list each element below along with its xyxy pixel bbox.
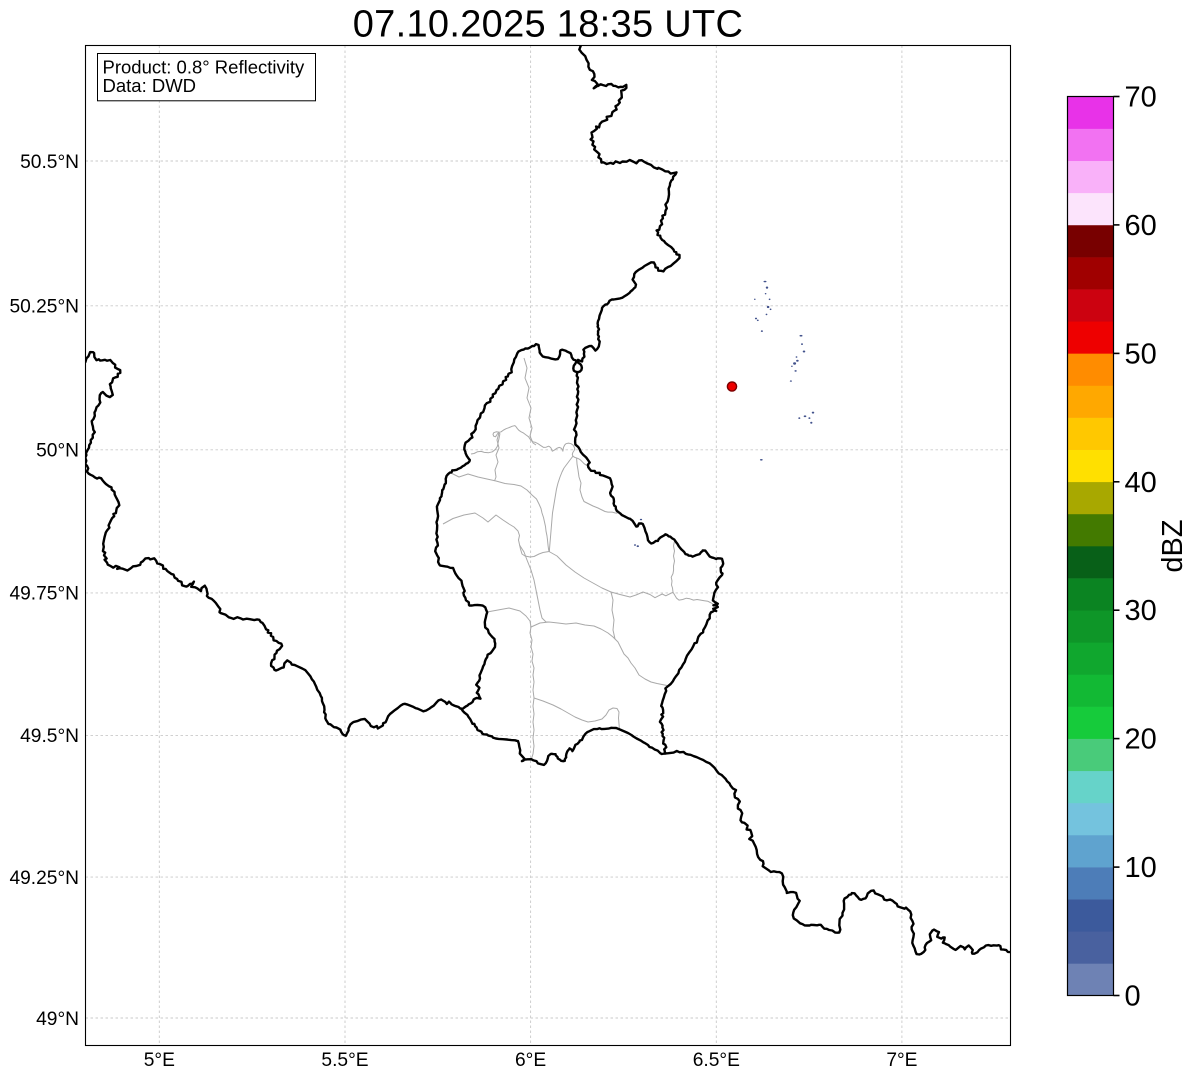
svg-text:50: 50	[1125, 338, 1157, 370]
svg-text:6.5°E: 6.5°E	[693, 1050, 740, 1071]
svg-text:20: 20	[1125, 724, 1157, 756]
svg-text:50°N: 50°N	[36, 441, 79, 462]
svg-text:7°E: 7°E	[886, 1050, 917, 1071]
svg-text:30: 30	[1125, 595, 1157, 627]
svg-text:6°E: 6°E	[515, 1050, 546, 1071]
svg-text:0: 0	[1125, 981, 1141, 1013]
svg-text:Product: 0.8° Reflectivity: Product: 0.8° Reflectivity	[103, 56, 305, 77]
svg-text:50.25°N: 50.25°N	[9, 297, 79, 318]
svg-text:49.5°N: 49.5°N	[20, 726, 79, 747]
svg-text:5.5°E: 5.5°E	[321, 1050, 368, 1071]
svg-text:70: 70	[1125, 82, 1157, 114]
svg-text:10: 10	[1125, 852, 1157, 884]
svg-text:49.75°N: 49.75°N	[9, 584, 79, 605]
svg-text:60: 60	[1125, 210, 1157, 242]
svg-text:Data: DWD: Data: DWD	[103, 75, 197, 96]
svg-text:07.10.2025 18:35 UTC: 07.10.2025 18:35 UTC	[353, 4, 744, 46]
svg-text:50.5°N: 50.5°N	[20, 152, 79, 173]
svg-text:5°E: 5°E	[144, 1050, 175, 1071]
svg-text:40: 40	[1125, 467, 1157, 499]
svg-text:dBZ: dBZ	[1157, 519, 1189, 572]
svg-text:49°N: 49°N	[36, 1009, 79, 1030]
svg-text:49.25°N: 49.25°N	[9, 868, 79, 889]
